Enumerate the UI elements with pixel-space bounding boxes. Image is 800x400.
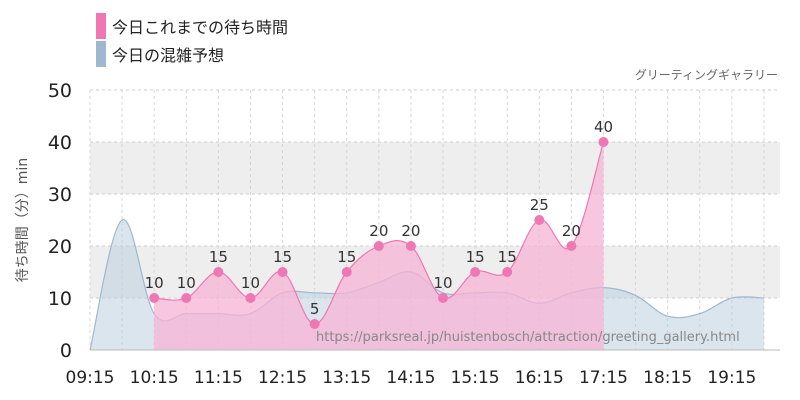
data-point: [213, 267, 224, 277]
y-tick-label: 0: [60, 340, 72, 362]
data-label: 15: [209, 248, 228, 266]
legend-label-wait: 今日これまでの待ち時間: [112, 18, 289, 37]
data-label: 10: [177, 274, 196, 292]
data-point: [341, 267, 352, 277]
y-tick-label: 50: [48, 80, 72, 102]
x-tick-label: 19:15: [707, 368, 756, 388]
y-tick-label: 20: [48, 236, 72, 258]
data-label: 15: [273, 248, 292, 266]
chart-subtitle: グリーティングギャラリー: [634, 68, 778, 82]
data-label: 15: [498, 248, 517, 266]
data-point: [534, 215, 545, 225]
data-point: [470, 267, 481, 277]
data-label: 15: [337, 248, 356, 266]
band: [90, 142, 780, 194]
data-label: 10: [145, 274, 164, 292]
x-tick-label: 16:15: [515, 368, 564, 388]
data-point: [181, 293, 192, 303]
data-point: [598, 137, 609, 147]
x-tick-label: 12:15: [258, 368, 307, 388]
data-label: 40: [594, 118, 613, 136]
y-axis-label: 待ち時間（分）min: [15, 157, 31, 283]
data-label: 10: [433, 274, 452, 292]
legend-item-crowd[interactable]: 今日の混雑予想: [96, 40, 288, 68]
y-axis-ticks: 0 10 20 30 40 50: [48, 80, 72, 362]
x-tick-label: 14:15: [386, 368, 435, 388]
x-tick-label: 09:15: [66, 368, 115, 388]
x-tick-label: 15:15: [451, 368, 500, 388]
data-point: [502, 267, 513, 277]
data-point: [438, 293, 449, 303]
y-tick-label: 30: [48, 184, 72, 206]
legend-swatch-crowd: [96, 41, 106, 67]
data-point: [405, 241, 416, 251]
legend-label-crowd: 今日の混雑予想: [112, 46, 225, 65]
data-label: 25: [530, 196, 549, 214]
data-point: [566, 241, 577, 251]
data-label: 5: [310, 300, 320, 318]
data-label: 20: [562, 222, 581, 240]
x-axis-ticks: 09:15 10:15 11:15 12:15 13:15 14:15 15:15 16:15…: [66, 368, 757, 388]
wait-time-points: [149, 137, 609, 329]
legend-item-wait[interactable]: 今日これまでの待ち時間: [96, 12, 288, 40]
y-tick-label: 10: [48, 288, 72, 310]
x-tick-label: 13:15: [322, 368, 371, 388]
y-tick-label: 40: [48, 132, 72, 154]
data-point: [309, 319, 320, 329]
data-label: 10: [241, 274, 260, 292]
data-point: [277, 267, 288, 277]
x-tick-label: 18:15: [643, 368, 692, 388]
data-point: [149, 293, 160, 303]
data-labels: 10 10 15 10 15 5 15 20 20 10 15 15 25 20 40: [145, 118, 613, 318]
data-point: [245, 293, 256, 303]
watermark-url: https://parksreal.jp/huistenbosch/attrac…: [316, 330, 740, 345]
data-label: 20: [401, 222, 420, 240]
x-tick-label: 17:15: [579, 368, 628, 388]
legend: 今日これまでの待ち時間 今日の混雑予想: [96, 12, 288, 68]
legend-swatch-wait: [96, 13, 106, 39]
data-label: 15: [466, 248, 485, 266]
x-tick-label: 10:15: [130, 368, 179, 388]
x-tick-label: 11:15: [194, 368, 243, 388]
data-label: 20: [369, 222, 388, 240]
data-point: [373, 241, 384, 251]
